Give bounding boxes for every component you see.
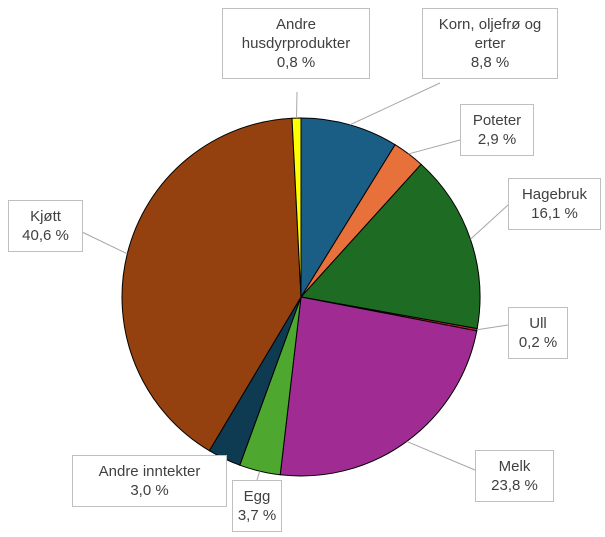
value-label: 8,8 % bbox=[470, 54, 510, 71]
leader-line bbox=[476, 324, 509, 331]
value-label: 0,2 % bbox=[518, 334, 558, 351]
category-label: Melk bbox=[498, 458, 531, 475]
category-label: Ull bbox=[529, 315, 547, 332]
leader-line bbox=[406, 440, 476, 471]
pie-slice bbox=[300, 163, 481, 330]
data-label: Hagebruk 16,1 % bbox=[508, 178, 601, 230]
category-label: Andre inntekter bbox=[98, 463, 201, 480]
data-label: Korn, oljefrø og erter 8,8 % bbox=[422, 8, 558, 79]
data-label: Melk 23,8 % bbox=[475, 450, 554, 502]
pie-slice bbox=[279, 296, 478, 477]
data-label: Andre inntekter 3,0 % bbox=[72, 455, 227, 507]
value-label: 40,6 % bbox=[22, 227, 69, 244]
category-label: Andre husdyrprodukter bbox=[241, 16, 351, 52]
pie-slice bbox=[300, 117, 396, 299]
value-label: 2,9 % bbox=[477, 131, 517, 148]
value-label: 16,1 % bbox=[531, 205, 578, 222]
data-label: Egg 3,7 % bbox=[232, 480, 282, 532]
value-label: 3,7 % bbox=[237, 507, 277, 524]
leader-line bbox=[256, 471, 261, 481]
pie-slice bbox=[121, 117, 302, 452]
data-label: Andre husdyrprodukter 0,8 % bbox=[222, 8, 370, 79]
data-label: Poteter 2,9 % bbox=[460, 104, 534, 156]
leader-line bbox=[408, 139, 461, 155]
leader-line bbox=[470, 204, 509, 240]
data-label: Ull 0,2 % bbox=[508, 307, 568, 359]
leader-lines bbox=[81, 82, 509, 481]
leader-line bbox=[295, 91, 298, 119]
value-label: 23,8 % bbox=[491, 477, 538, 494]
data-label: Kjøtt 40,6 % bbox=[8, 200, 83, 252]
category-label: Korn, oljefrø og erter bbox=[438, 16, 542, 52]
leader-line bbox=[81, 231, 128, 255]
category-label: Kjøtt bbox=[30, 208, 61, 225]
value-label: 3,0 % bbox=[130, 482, 169, 499]
value-label: 0,8 % bbox=[276, 54, 316, 71]
category-label: Hagebruk bbox=[521, 186, 588, 203]
pie-slice bbox=[291, 117, 302, 298]
leader-line bbox=[349, 82, 441, 126]
category-label: Poteter bbox=[472, 112, 522, 129]
category-label: Egg bbox=[243, 488, 271, 505]
